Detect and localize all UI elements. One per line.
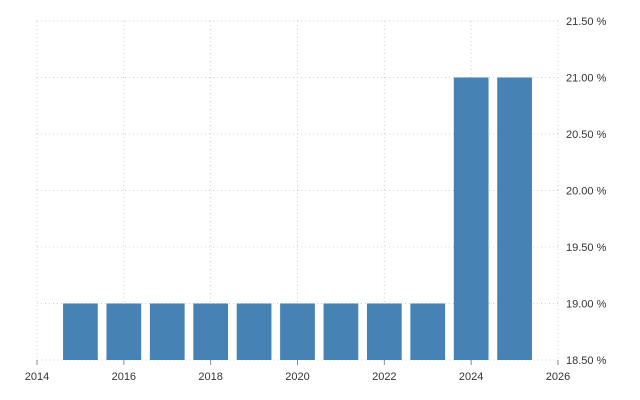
y-tick-label: 19.50 %: [566, 242, 607, 254]
y-tick-label: 21.50 %: [566, 16, 607, 28]
x-tick-label: 2026: [546, 371, 570, 383]
x-axis: 2014 2016 2018 2020 2022 2024 2026: [25, 360, 570, 383]
bar-2019: [236, 303, 272, 360]
bar-2023: [410, 303, 446, 360]
x-tick-label: 2016: [112, 371, 136, 383]
bars: [63, 77, 532, 360]
bar-2022: [366, 303, 402, 360]
y-axis: 18.50 % 19.00 % 19.50 % 20.00 % 20.50 % 21.00…: [566, 16, 607, 367]
x-tick-label: 2018: [198, 371, 222, 383]
bar-2024: [453, 77, 489, 360]
x-tick-label: 2024: [459, 371, 483, 383]
y-tick-label: 20.00 %: [566, 186, 607, 198]
y-tick-label: 20.50 %: [566, 129, 607, 141]
bar-2017: [149, 303, 185, 360]
x-tick-label: 2020: [285, 371, 309, 383]
x-tick-label: 2014: [25, 371, 49, 383]
bar-2021: [323, 303, 359, 360]
y-tick-label: 19.00 %: [566, 299, 607, 311]
bar-2020: [280, 303, 315, 360]
y-tick-label: 18.50 %: [566, 355, 607, 367]
x-tick-label: 2022: [372, 371, 396, 383]
bar-2016: [106, 303, 142, 360]
bar-2018: [193, 303, 229, 360]
bar-2025: [497, 77, 532, 360]
bar-2015: [63, 303, 98, 360]
y-tick-label: 21.00 %: [566, 73, 607, 85]
